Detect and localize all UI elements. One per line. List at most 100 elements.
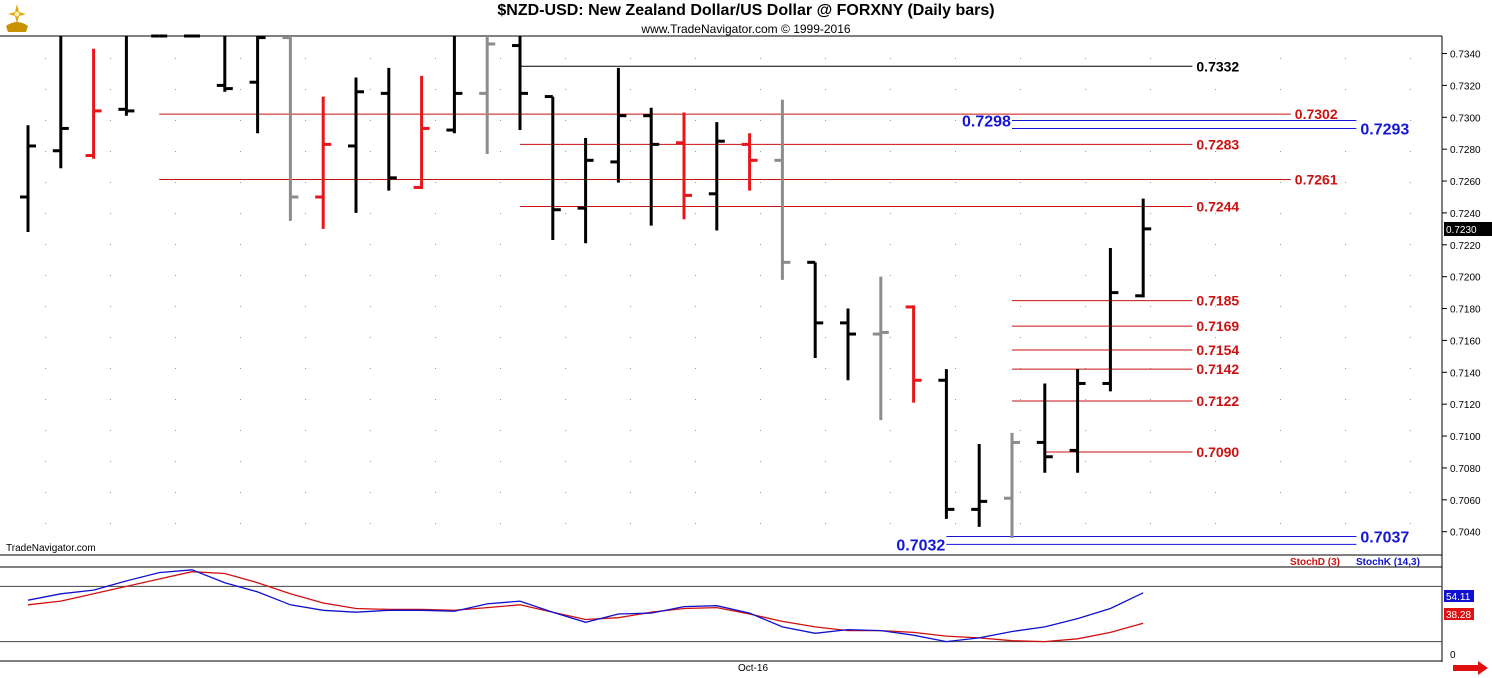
grid-dot bbox=[435, 399, 436, 400]
trade-navigator-logo-icon bbox=[2, 2, 32, 34]
grid-dot bbox=[955, 89, 956, 90]
grid-dot bbox=[1280, 399, 1281, 400]
grid-dot bbox=[370, 275, 371, 276]
grid-dot bbox=[1280, 430, 1281, 431]
price-tick-label: 0.7080 bbox=[1450, 464, 1481, 475]
grid-dot bbox=[890, 120, 891, 121]
grid-dot bbox=[1085, 213, 1086, 214]
grid-dot bbox=[1410, 430, 1411, 431]
grid-dot bbox=[175, 120, 176, 121]
grid-dot bbox=[305, 151, 306, 152]
grid-dot bbox=[110, 244, 111, 245]
grid-dot bbox=[565, 306, 566, 307]
grid-dot bbox=[45, 306, 46, 307]
grid-dot bbox=[1020, 492, 1021, 493]
ohlc-bars bbox=[20, 34, 1152, 539]
scroll-right-arrow-icon[interactable] bbox=[1453, 661, 1488, 675]
grid-dot bbox=[500, 399, 501, 400]
grid-dot bbox=[1215, 306, 1216, 307]
grid-dot bbox=[760, 275, 761, 276]
grid-dot bbox=[1410, 120, 1411, 121]
grid-dot bbox=[760, 399, 761, 400]
grid-dot bbox=[695, 430, 696, 431]
grid-dot bbox=[890, 368, 891, 369]
grid-dot bbox=[305, 399, 306, 400]
grid-dot bbox=[305, 306, 306, 307]
grid-dot bbox=[370, 492, 371, 493]
grid-dot bbox=[760, 523, 761, 524]
grid-dot bbox=[45, 492, 46, 493]
grid-dot bbox=[955, 337, 956, 338]
grid-dot bbox=[110, 182, 111, 183]
grid-dot bbox=[630, 244, 631, 245]
blue-level-label: 0.7032 bbox=[896, 537, 945, 554]
grid-dot bbox=[45, 89, 46, 90]
grid-dot bbox=[760, 244, 761, 245]
x-axis-date-label: Oct-16 bbox=[738, 663, 768, 674]
grid-dot bbox=[1150, 58, 1151, 59]
grid-dot bbox=[1215, 399, 1216, 400]
grid-dot bbox=[825, 213, 826, 214]
grid-dot bbox=[890, 399, 891, 400]
grid-dot bbox=[1345, 89, 1346, 90]
grid-dot bbox=[1020, 399, 1021, 400]
grid-dot bbox=[45, 523, 46, 524]
price-tick-label: 0.7060 bbox=[1450, 496, 1481, 507]
grid-dot bbox=[1085, 306, 1086, 307]
grid-dot bbox=[1020, 244, 1021, 245]
grid-dot bbox=[1345, 151, 1346, 152]
grid-dot bbox=[175, 337, 176, 338]
grid-dot bbox=[305, 492, 306, 493]
grid-dot bbox=[565, 275, 566, 276]
grid-dot bbox=[565, 399, 566, 400]
grid-dot bbox=[630, 58, 631, 59]
grid-dot bbox=[1085, 244, 1086, 245]
grid-dot bbox=[305, 430, 306, 431]
grid-dot bbox=[760, 151, 761, 152]
grid-dot bbox=[825, 244, 826, 245]
grid-dot bbox=[1280, 244, 1281, 245]
stochastic-panel bbox=[0, 569, 1442, 643]
grid-dot bbox=[435, 461, 436, 462]
grid-dot bbox=[110, 275, 111, 276]
grid-dot bbox=[500, 492, 501, 493]
grid-dot bbox=[565, 89, 566, 90]
stochK-legend: StochK (14,3) bbox=[1356, 557, 1420, 568]
grid-dot bbox=[1020, 523, 1021, 524]
grid-dot bbox=[175, 399, 176, 400]
grid-dot bbox=[955, 182, 956, 183]
grid-dot bbox=[305, 368, 306, 369]
grid-dot bbox=[1085, 523, 1086, 524]
grid-dot bbox=[825, 58, 826, 59]
grid-dot bbox=[110, 523, 111, 524]
price-tick-label: 0.7260 bbox=[1450, 177, 1481, 188]
grid-dot bbox=[110, 151, 111, 152]
grid-dot bbox=[435, 337, 436, 338]
grid-dot bbox=[825, 461, 826, 462]
grid-dot bbox=[760, 306, 761, 307]
grid-dot bbox=[955, 368, 956, 369]
grid-dot bbox=[1410, 151, 1411, 152]
grid-dot bbox=[825, 306, 826, 307]
grid-dot bbox=[1150, 182, 1151, 183]
stochD-line bbox=[27, 571, 1144, 643]
grid-dot bbox=[1150, 368, 1151, 369]
grid-dot bbox=[1215, 523, 1216, 524]
grid-dot bbox=[1345, 58, 1346, 59]
support-resistance-levels: 0.7332 0.7302 0.7283 0.7261 0.7244 0.7185 0.71… bbox=[159, 58, 1409, 554]
grid-dot bbox=[760, 368, 761, 369]
grid-dot bbox=[890, 306, 891, 307]
grid-dot bbox=[760, 182, 761, 183]
grid-dot bbox=[110, 306, 111, 307]
grid-dot bbox=[955, 523, 956, 524]
price-tick-label: 0.7320 bbox=[1450, 81, 1481, 92]
grid-dot bbox=[435, 120, 436, 121]
level-label: 0.7332 bbox=[1196, 58, 1239, 74]
price-tick-label: 0.7140 bbox=[1450, 368, 1481, 379]
grid-dot bbox=[890, 89, 891, 90]
grid-dot bbox=[435, 58, 436, 59]
grid-dot bbox=[695, 89, 696, 90]
grid-dot bbox=[1410, 213, 1411, 214]
grid-dot bbox=[955, 306, 956, 307]
grid-dot bbox=[500, 337, 501, 338]
